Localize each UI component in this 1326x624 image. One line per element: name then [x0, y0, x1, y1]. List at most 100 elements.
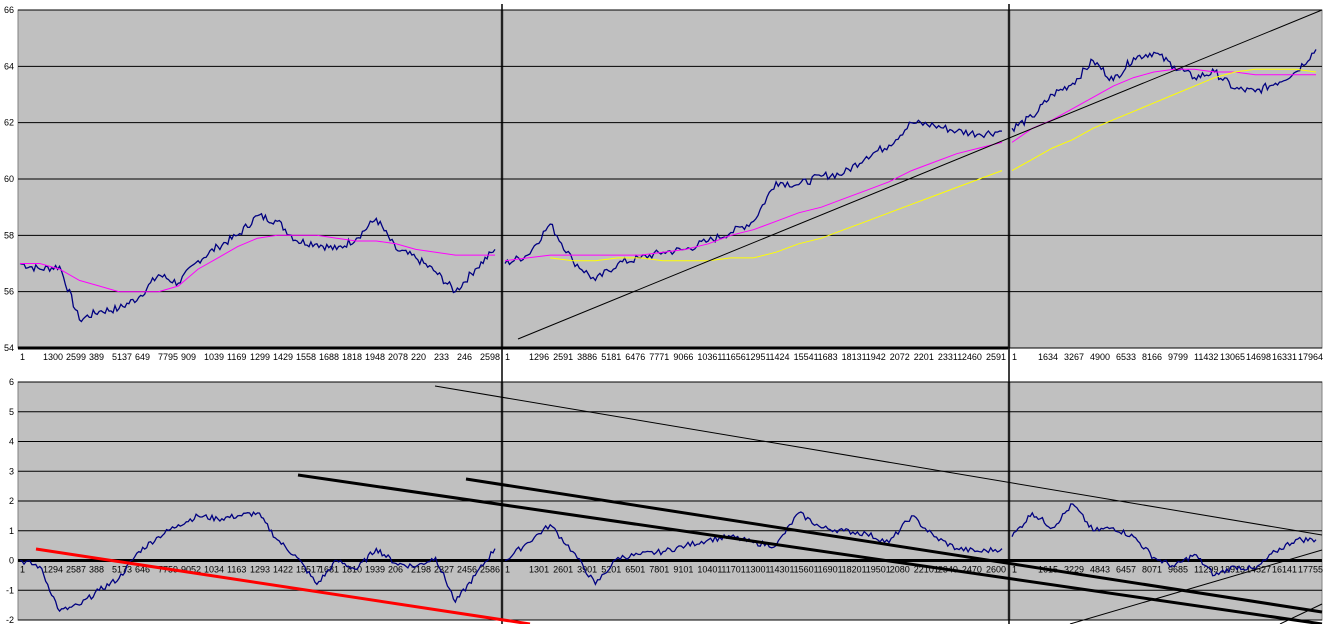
x-tick-label: 2598 [480, 352, 500, 362]
x-tick-label: 1299 [250, 352, 270, 362]
x-tick-label: 388 [89, 565, 104, 575]
x-tick-label: 23311 [938, 352, 962, 362]
x-tick-label: 16141 [1272, 565, 1297, 575]
y-tick-label: 64 [4, 61, 14, 71]
x-tick-label: 1 [20, 565, 25, 575]
series-line-1-0-0 [19, 511, 496, 613]
x-tick-label: 11656 [721, 352, 745, 362]
x-tick-label: 13001 [745, 565, 770, 575]
x-tick-label: 2327 [434, 565, 454, 575]
trend-line-top [517, 9, 1323, 340]
x-tick-label: 4843 [1090, 565, 1110, 575]
x-tick-label: 1948 [365, 352, 385, 362]
x-tick-label: 1558 [296, 352, 316, 362]
x-tick-label: 19501 [866, 565, 891, 575]
y-tick-label: 60 [4, 174, 14, 184]
x-tick-label: 2080 [890, 565, 910, 575]
x-tick-label: 2198 [411, 565, 431, 575]
x-tick-label: 1294 [43, 565, 63, 575]
y-tick-label: -1 [6, 585, 14, 595]
x-tick-label: 1 [1012, 565, 1017, 575]
x-tick-label: 1 [505, 352, 510, 362]
x-tick-label: 9101 [673, 565, 693, 575]
x-tick-label: 9066 [673, 352, 693, 362]
x-tick-label: 909 [181, 352, 196, 362]
series-line-0-1-1 [504, 141, 1003, 262]
x-tick-label: 2591 [553, 352, 573, 362]
x-tick-label: 2078 [388, 352, 408, 362]
x-tick-label: 7795 [158, 352, 178, 362]
x-tick-label: 233 [434, 352, 449, 362]
trend-line-bottom-rising-2 [1279, 603, 1323, 624]
x-tick-label: 14301 [770, 565, 795, 575]
x-tick-label: 1 [505, 565, 510, 575]
y-tick-label: 4 [9, 437, 14, 447]
x-tick-label: 10401 [697, 565, 722, 575]
y-tick-label: 62 [4, 118, 14, 128]
x-tick-label: 15601 [794, 565, 819, 575]
x-tick-label: 6533 [1116, 352, 1136, 362]
x-tick-label: 1301 [529, 565, 549, 575]
x-tick-label: 2072 [890, 352, 910, 362]
x-tick-label: 6501 [625, 565, 645, 575]
x-tick-label: 2201 [914, 352, 934, 362]
x-tick-label: 11432 [1194, 352, 1218, 362]
y-tick-label: 6 [9, 377, 14, 387]
series-line-0-1-0 [504, 119, 1003, 282]
x-tick-label: 9052 [181, 565, 201, 575]
x-tick-label: 7771 [649, 352, 669, 362]
x-tick-label: 2470 [962, 565, 982, 575]
x-tick-label: 1034 [204, 565, 224, 575]
trend-line-bottom-upper [434, 385, 1323, 536]
x-tick-label: 17755 [1298, 565, 1323, 575]
x-tick-label: 18201 [842, 565, 867, 575]
x-tick-label: 1818 [342, 352, 362, 362]
x-tick-label: 8166 [1142, 352, 1162, 362]
x-tick-label: 13065 [1220, 352, 1245, 362]
x-tick-label: 649 [135, 352, 150, 362]
y-tick-label: 5 [9, 407, 14, 417]
trend-line-red [35, 547, 531, 624]
x-tick-label: 2587 [66, 565, 86, 575]
x-tick-label: 5173 [112, 565, 132, 575]
x-tick-label: 4900 [1090, 352, 1110, 362]
x-tick-label: 2599 [66, 352, 86, 362]
x-tick-label: 1293 [250, 565, 270, 575]
y-tick-label: 2 [9, 496, 14, 506]
trend-line-bottom-rising [1069, 549, 1323, 624]
x-tick-label: 12913 [1220, 565, 1245, 575]
x-tick-label: 2601 [553, 565, 573, 575]
series-line-0-0-1 [20, 234, 495, 293]
x-tick-label: 2600 [986, 565, 1006, 575]
series-line-0-0-0 [19, 212, 496, 323]
x-tick-label: 1688 [319, 352, 339, 362]
x-tick-label: 5137 [112, 352, 132, 362]
y-tick-label: 0 [9, 556, 14, 566]
x-tick-label: 3267 [1064, 352, 1084, 362]
y-tick-label: -2 [6, 615, 14, 624]
x-tick-label: 389 [89, 352, 104, 362]
x-tick-label: 14527 [1246, 565, 1271, 575]
x-tick-label: 6476 [625, 352, 645, 362]
trend-line-bottom-thick-2 [465, 477, 1323, 614]
y-tick-label: 54 [4, 343, 14, 353]
x-tick-label: 1942 [866, 352, 886, 362]
x-tick-label: 3229 [1064, 565, 1084, 575]
x-tick-label: 10361 [697, 352, 722, 362]
x-tick-label: 16901 [818, 565, 843, 575]
x-tick-label: 2456 [457, 565, 477, 575]
y-tick-label: 58 [4, 230, 14, 240]
x-tick-label: 11701 [721, 565, 745, 575]
x-tick-label: 1169 [227, 352, 246, 362]
x-tick-label: 12951 [745, 352, 770, 362]
x-tick-label: 246 [457, 352, 472, 362]
x-tick-label: 220 [411, 352, 426, 362]
trend-line-bottom-thick-1 [297, 473, 1323, 624]
x-tick-label: 1939 [365, 565, 385, 575]
x-tick-label: 5181 [601, 352, 621, 362]
x-tick-label: 16331 [1272, 352, 1297, 362]
x-tick-label: 8071 [1142, 565, 1162, 575]
x-tick-label: 5201 [601, 565, 621, 575]
x-tick-label: 206 [388, 565, 403, 575]
